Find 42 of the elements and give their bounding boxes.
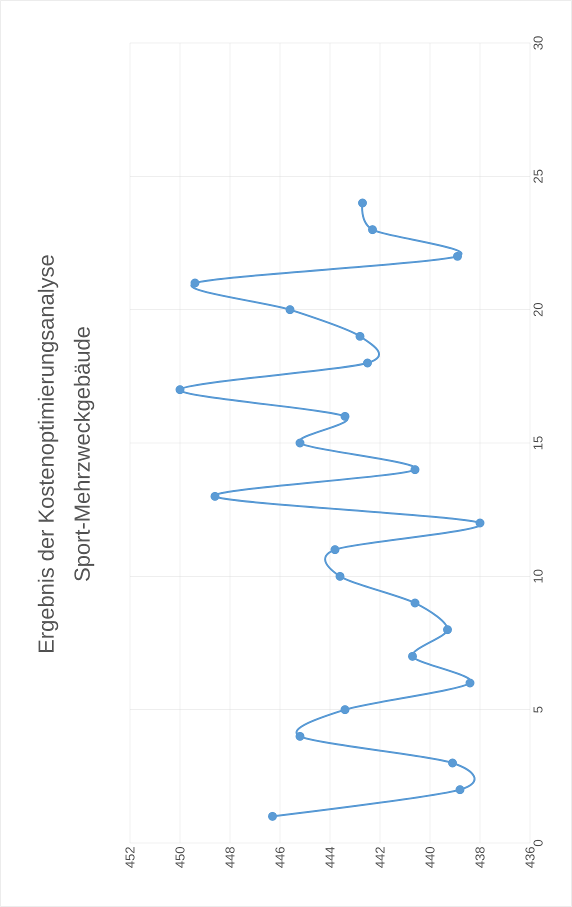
x-tick-label: 448 [225,847,235,868]
point [176,385,184,394]
point [336,572,344,581]
point [268,812,277,821]
y-tick-label: 5 [534,706,543,713]
x-tick-label: 442 [375,847,385,868]
y-tick-label: 25 [534,170,543,183]
point [476,518,484,528]
point [286,305,294,314]
y-tick-label: 30 [534,36,543,50]
point [466,678,474,688]
x-tick-label: 446 [275,847,285,868]
point [448,758,457,768]
point [363,358,372,368]
point [453,252,462,261]
x-tick-label: 436 [525,847,535,868]
x-tick-label: 450 [175,847,185,868]
y-tick-label: 15 [534,436,543,450]
point [456,785,464,794]
point [330,545,340,554]
x-tick-label: 452 [125,847,135,868]
point [410,465,420,474]
point [340,705,350,714]
point [296,732,304,741]
point [358,198,367,208]
point [410,598,420,608]
y-tick-label: 20 [534,302,543,316]
y-tick-label: 0 [534,840,543,846]
point [210,492,220,501]
point [190,278,200,288]
point [296,438,304,448]
point [340,412,350,421]
point [356,332,364,341]
x-tick-label: 438 [475,847,485,868]
text: Sport-Mehrzweckgebäude [74,327,94,581]
point [443,625,452,634]
x-tick-label: 440 [425,847,435,868]
point [408,652,417,661]
y-tick-label: 10 [534,570,543,583]
point [368,225,377,234]
x-tick-label: 444 [326,846,334,868]
text: Ergebnis der Kostenoptimierungsanalyse [38,255,58,652]
